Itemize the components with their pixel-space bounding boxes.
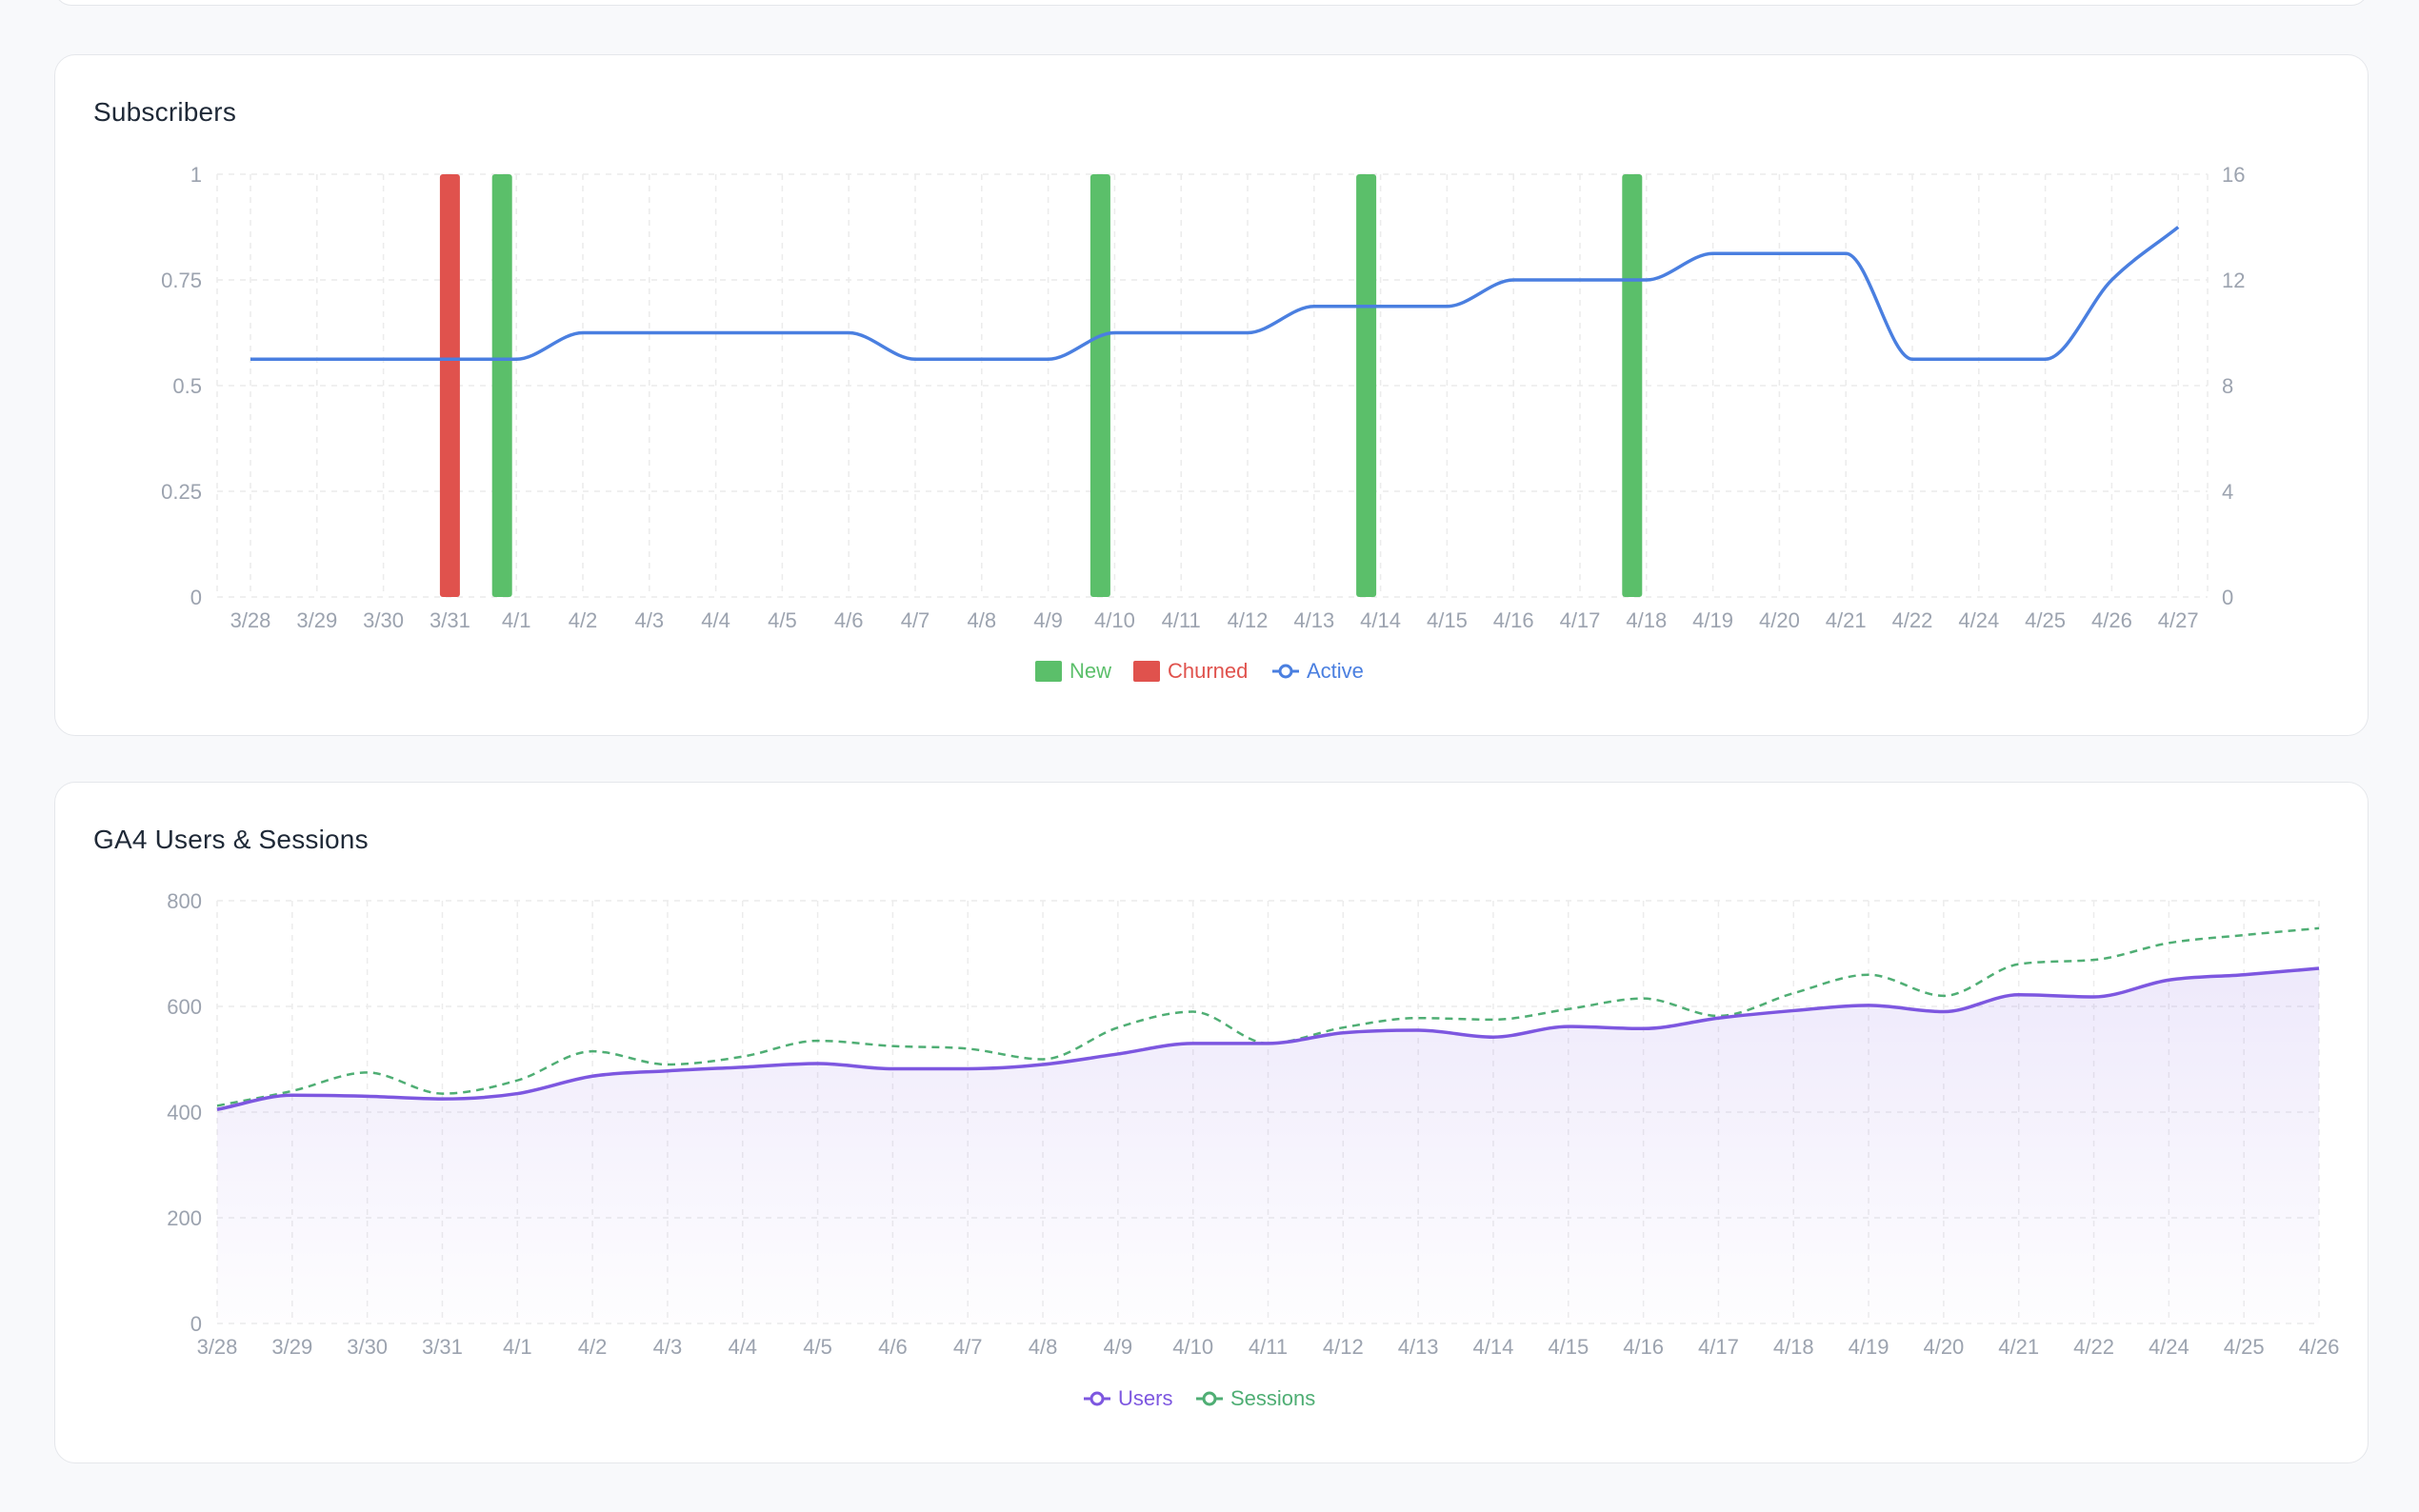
x-tick-label: 4/7 [953,1335,983,1359]
y-left-tick-label: 1 [190,163,202,187]
x-tick-label: 4/20 [1759,608,1800,632]
x-tick-label: 4/3 [653,1335,683,1359]
y-tick-label: 800 [167,889,202,913]
y-tick-label: 400 [167,1101,202,1124]
new-bar [1356,174,1377,597]
x-tick-label: 3/31 [430,608,470,632]
x-tick-label: 4/8 [1029,1335,1058,1359]
x-tick-label: 4/1 [503,1335,532,1359]
x-tick-label: 4/4 [728,1335,757,1359]
x-tick-label: 4/25 [2224,1335,2265,1359]
x-tick-label: 4/18 [1773,1335,1814,1359]
y-left-tick-label: 0 [190,586,202,609]
y-tick-label: 200 [167,1206,202,1230]
x-tick-label: 4/11 [1162,608,1201,632]
y-right-tick-label: 8 [2222,374,2233,398]
x-tick-label: 4/2 [569,608,598,632]
x-tick-label: 4/14 [1473,1335,1514,1359]
x-tick-label: 4/17 [1698,1335,1739,1359]
x-tick-label: 4/12 [1323,1335,1364,1359]
x-tick-label: 4/3 [635,608,665,632]
users-line [216,966,2320,1111]
x-tick-label: 3/28 [197,1335,238,1359]
x-tick-label: 4/13 [1398,1335,1439,1359]
ga4-title: GA4 Users & Sessions [93,825,369,854]
x-tick-label: 3/30 [347,1335,388,1359]
legend-new-swatch [1035,661,1062,682]
subscribers-title: Subscribers [93,97,237,127]
x-tick-label: 4/20 [1923,1335,1964,1359]
new-bar [491,174,512,597]
x-tick-label: 4/15 [1427,608,1468,632]
x-tick-label: 4/6 [834,608,864,632]
x-tick-label: 4/13 [1293,608,1334,632]
y-right-tick-label: 4 [2222,480,2233,504]
x-tick-label: 3/31 [422,1335,463,1359]
x-tick-label: 4/1 [502,608,531,632]
active-line [250,226,2180,362]
x-tick-label: 4/25 [2025,608,2066,632]
x-tick-label: 4/10 [1094,608,1135,632]
subscribers-chart: 0 00.25 40.5 80.75 121 163/28 3/29 3/30 3/31 4/1 4… [161,163,2245,683]
x-tick-label: 4/2 [578,1335,608,1359]
x-tick-label: 3/29 [271,1335,312,1359]
y-left-tick-label: 0.5 [172,374,202,398]
x-tick-label: 4/22 [1892,608,1933,632]
x-tick-label: 4/6 [878,1335,908,1359]
y-right-tick-label: 12 [2222,269,2245,292]
x-tick-label: 4/15 [1548,1335,1589,1359]
x-tick-label: 4/11 [1249,1335,1288,1359]
x-tick-label: 4/22 [2073,1335,2114,1359]
x-tick-label: 4/19 [1849,1335,1889,1359]
x-tick-label: 4/9 [1104,1335,1133,1359]
x-tick-label: 4/7 [901,608,930,632]
x-tick-label: 4/26 [2299,1335,2340,1359]
x-tick-label: 4/17 [1560,608,1601,632]
legend-sessions-marker [1202,1391,1217,1406]
legend-churned-swatch [1133,661,1160,682]
x-tick-label: 4/24 [2149,1335,2189,1359]
x-tick-label: 4/14 [1360,608,1401,632]
ga4-legend: Users Sessions [1084,1386,1315,1410]
x-tick-label: 4/21 [1826,608,1867,632]
legend-users-marker [1090,1391,1105,1406]
y-left-tick-label: 0.75 [161,269,202,292]
x-tick-label: 4/21 [1998,1335,2039,1359]
legend-active-marker [1278,664,1293,679]
x-tick-label: 4/8 [968,608,997,632]
y-tick-label: 0 [190,1312,202,1336]
y-right-tick-label: 0 [2222,586,2233,609]
x-tick-label: 4/12 [1228,608,1269,632]
legend-users-label: Users [1118,1386,1172,1410]
y-left-tick-label: 0.25 [161,480,202,504]
x-tick-label: 4/4 [701,608,730,632]
x-tick-label: 4/26 [2091,608,2132,632]
legend-active-label: Active [1307,659,1364,683]
y-right-tick-label: 16 [2222,163,2245,187]
users-area [217,968,2319,1323]
x-tick-label: 4/19 [1692,608,1733,632]
new-bar [1090,174,1110,597]
x-tick-label: 4/18 [1626,608,1667,632]
legend-churned-label: Churned [1168,659,1248,683]
churned-bar [439,174,460,597]
y-tick-label: 600 [167,995,202,1019]
x-tick-label: 4/16 [1623,1335,1664,1359]
legend-sessions-label: Sessions [1230,1386,1315,1410]
subscribers-legend: New Churned Active [1035,659,1364,683]
x-tick-label: 4/5 [803,1335,832,1359]
x-tick-label: 4/24 [1958,608,1999,632]
x-tick-label: 4/9 [1033,608,1063,632]
x-tick-label: 4/16 [1493,608,1534,632]
x-tick-label: 4/5 [768,608,797,632]
x-tick-label: 4/10 [1172,1335,1213,1359]
x-tick-label: 3/28 [230,608,271,632]
x-tick-label: 3/29 [296,608,337,632]
legend-new-label: New [1070,659,1111,683]
x-tick-label: 3/30 [363,608,404,632]
x-tick-label: 4/27 [2158,608,2199,632]
